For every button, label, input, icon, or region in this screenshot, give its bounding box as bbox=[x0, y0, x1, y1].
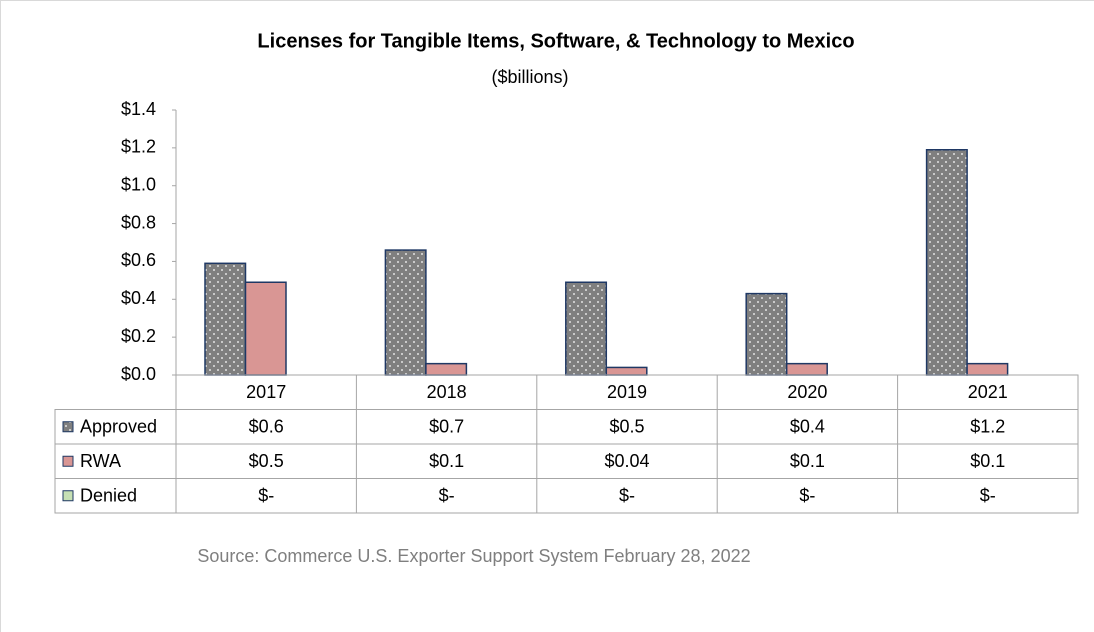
data-label: $0.4 bbox=[790, 417, 825, 437]
data-label: $0.5 bbox=[249, 451, 284, 471]
y-tick-label: $0.8 bbox=[121, 212, 156, 232]
data-label: $- bbox=[799, 486, 815, 506]
legend-key bbox=[62, 455, 74, 467]
x-tick-label: 2020 bbox=[787, 382, 827, 402]
y-tick-label: $0.6 bbox=[121, 250, 156, 270]
data-label: $0.5 bbox=[609, 417, 644, 437]
data-label: $0.04 bbox=[604, 451, 649, 471]
bar bbox=[384, 249, 427, 376]
data-label: $- bbox=[258, 486, 274, 506]
legend-label: RWA bbox=[80, 451, 121, 471]
x-tick-label: 2019 bbox=[607, 382, 647, 402]
y-tick-label: $0.4 bbox=[121, 288, 156, 308]
y-tick-label: $0.2 bbox=[121, 326, 156, 346]
legend-key bbox=[62, 490, 74, 502]
y-tick-label: $1.0 bbox=[121, 174, 156, 194]
bar bbox=[204, 262, 247, 376]
x-tick-label: 2018 bbox=[427, 382, 467, 402]
data-label: $- bbox=[619, 486, 635, 506]
data-label: $- bbox=[980, 486, 996, 506]
source-note: Source: Commerce U.S. Exporter Support S… bbox=[197, 546, 750, 566]
bar bbox=[605, 366, 648, 376]
data-label: $0.1 bbox=[429, 451, 464, 471]
bar bbox=[425, 362, 468, 376]
x-tick-label: 2021 bbox=[968, 382, 1008, 402]
chart-subtitle: ($billions) bbox=[491, 67, 568, 87]
bar bbox=[925, 149, 968, 376]
bar bbox=[785, 362, 828, 376]
y-tick-label: $1.2 bbox=[121, 137, 156, 157]
table-row bbox=[54, 478, 1079, 514]
y-tick-label: $0.0 bbox=[121, 364, 156, 384]
bar bbox=[244, 281, 287, 376]
y-tick-label: $1.4 bbox=[121, 99, 156, 119]
legend-key bbox=[62, 421, 74, 433]
data-label: $0.1 bbox=[790, 451, 825, 471]
legend-label: Approved bbox=[80, 417, 157, 437]
table-row bbox=[54, 409, 1079, 445]
chart-title: Licenses for Tangible Items, Software, &… bbox=[257, 30, 854, 52]
data-label: $1.2 bbox=[970, 417, 1005, 437]
bar bbox=[966, 362, 1009, 376]
bar bbox=[745, 292, 788, 376]
x-tick-label: 2017 bbox=[246, 382, 286, 402]
data-label: $0.6 bbox=[249, 417, 284, 437]
table-row bbox=[54, 443, 1079, 479]
data-label: $0.1 bbox=[970, 451, 1005, 471]
bar bbox=[565, 281, 608, 376]
legend-label: Denied bbox=[80, 486, 137, 506]
data-label: $- bbox=[439, 486, 455, 506]
data-label: $0.7 bbox=[429, 417, 464, 437]
